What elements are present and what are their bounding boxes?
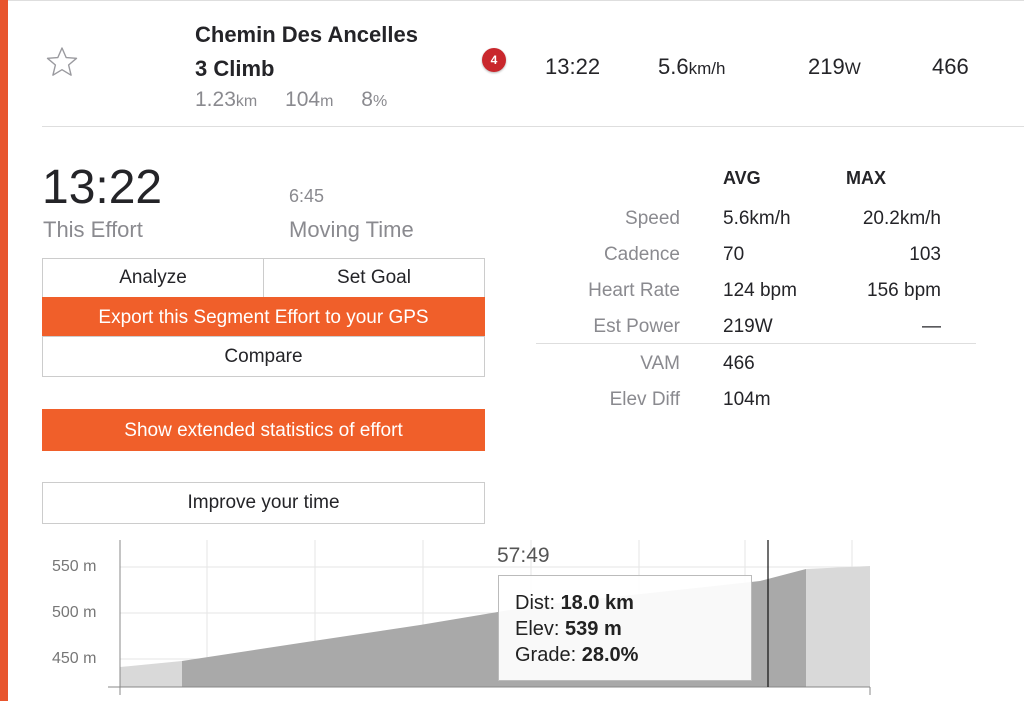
- stat-avg-cadence: 70: [723, 244, 745, 265]
- stat-avg-vam: 466: [723, 353, 755, 374]
- avg-column-header: AVG: [723, 168, 761, 188]
- segment-name[interactable]: Chemin Des Ancelles 3 Climb: [195, 18, 418, 86]
- stat-avg-elev-diff: 104m: [723, 389, 771, 410]
- star-icon[interactable]: [46, 46, 78, 78]
- section-divider: [42, 126, 1024, 127]
- top-divider: [8, 0, 1024, 1]
- segment-elevation: 104m: [285, 88, 334, 111]
- analyze-button[interactable]: Analyze: [42, 258, 264, 298]
- stat-label-est-power: Est Power: [593, 316, 680, 337]
- tooltip-elevation: Elev: 539 m: [515, 618, 622, 640]
- compare-button[interactable]: Compare: [42, 336, 485, 377]
- stat-max-cadence: 103: [909, 244, 941, 265]
- stat-max-heart-rate: 156 bpm: [867, 280, 941, 301]
- set-goal-button[interactable]: Set Goal: [263, 258, 485, 298]
- header-speed: 5.6km/h: [658, 54, 726, 79]
- stat-label-cadence: Cadence: [603, 244, 680, 265]
- stats-divider: [536, 343, 976, 344]
- stat-avg-heart-rate: 124 bpm: [723, 280, 797, 301]
- elevation-area-after: [806, 566, 870, 687]
- header-time: 13:22: [545, 54, 601, 79]
- stat-max-speed: 20.2km/h: [862, 208, 941, 229]
- stat-avg-est-power: 219W: [723, 316, 773, 337]
- header-vam: 466: [932, 54, 969, 79]
- segment-grade: 8%: [361, 88, 388, 111]
- effort-time: 13:22: [42, 161, 163, 214]
- selected-row-accent: [0, 0, 8, 701]
- elevation-area-before: [120, 661, 182, 687]
- improve-time-button[interactable]: Improve your time: [42, 482, 485, 524]
- header-power: 219W: [808, 54, 861, 79]
- moving-time-label: Moving Time: [289, 217, 414, 242]
- tooltip-distance: Dist: 18.0 km: [515, 592, 634, 614]
- y-axis-label-500: 500 m: [52, 604, 97, 621]
- segment-distance: 1.23km: [195, 88, 258, 111]
- extended-statistics-button[interactable]: Show extended statistics of effort: [42, 409, 485, 451]
- max-column-header: MAX: [846, 168, 886, 188]
- segment-name-line2: 3 Climb: [195, 56, 275, 81]
- effort-time-label: This Effort: [43, 217, 143, 242]
- tooltip-grade: Grade: 28.0%: [515, 644, 639, 666]
- moving-time: 6:45: [289, 186, 325, 206]
- segment-stats: 1.23km 104m 8%: [195, 88, 409, 112]
- chart-tooltip: Dist: 18.0 km Elev: 539 m Grade: 28.0%: [498, 575, 752, 681]
- stat-avg-speed: 5.6km/h: [723, 208, 791, 229]
- stat-label-speed: Speed: [625, 208, 680, 229]
- stat-label-elev-diff: Elev Diff: [609, 389, 680, 410]
- stat-max-est-power: —: [922, 316, 941, 337]
- y-axis-label-550: 550 m: [52, 558, 97, 575]
- rank-badge: 4: [482, 48, 506, 72]
- y-axis-label-450: 450 m: [52, 650, 97, 667]
- segment-name-line1: Chemin Des Ancelles: [195, 22, 418, 47]
- cursor-time-label: 57:49: [497, 544, 550, 567]
- stat-label-heart-rate: Heart Rate: [588, 280, 680, 301]
- stat-label-vam: VAM: [640, 353, 680, 374]
- export-gps-button[interactable]: Export this Segment Effort to your GPS: [42, 297, 485, 337]
